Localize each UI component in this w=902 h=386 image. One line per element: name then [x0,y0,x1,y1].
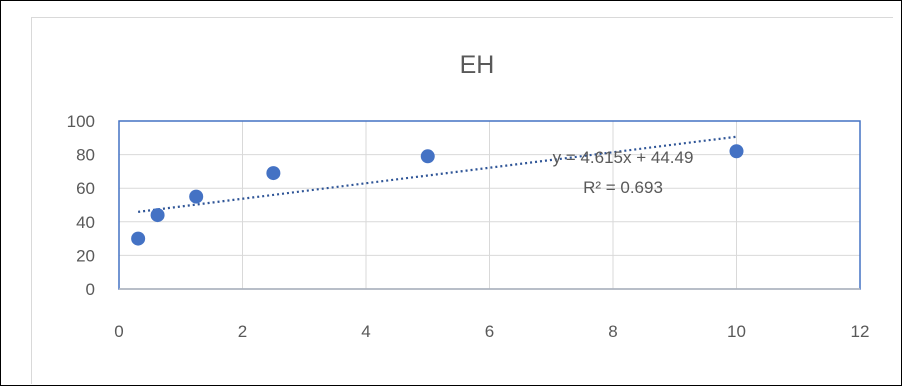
x-tick-label: 10 [727,322,746,341]
y-tick-label: 100 [67,112,95,131]
data-points [131,144,744,246]
chart-title: EH [460,51,495,79]
trendline [138,135,737,213]
y-tick-label: 0 [86,280,95,299]
x-tick-label: 6 [485,322,494,341]
trendline-equation: y = 4.615x + 44.49 [553,148,694,167]
data-point [266,166,281,181]
x-axis-ticks: 0 2 4 6 8 10 12 [114,322,869,341]
data-point [131,231,146,246]
x-tick-label: 12 [851,322,870,341]
y-tick-label: 20 [76,246,95,265]
x-tick-label: 4 [361,322,370,341]
x-tick-label: 8 [608,322,617,341]
data-point [420,149,435,164]
y-axis-ticks: 0 20 40 60 80 100 [67,112,95,299]
grid-lines [118,120,861,290]
data-point [729,144,744,159]
y-tick-label: 40 [76,213,95,232]
x-tick-label: 0 [114,322,123,341]
data-point [189,189,204,204]
chart-area [31,17,893,384]
x-tick-label: 2 [238,322,247,341]
trendline-r2: R² = 0.693 [583,178,663,197]
y-tick-label: 60 [76,179,95,198]
y-tick-label: 80 [76,146,95,165]
data-point [150,208,165,223]
